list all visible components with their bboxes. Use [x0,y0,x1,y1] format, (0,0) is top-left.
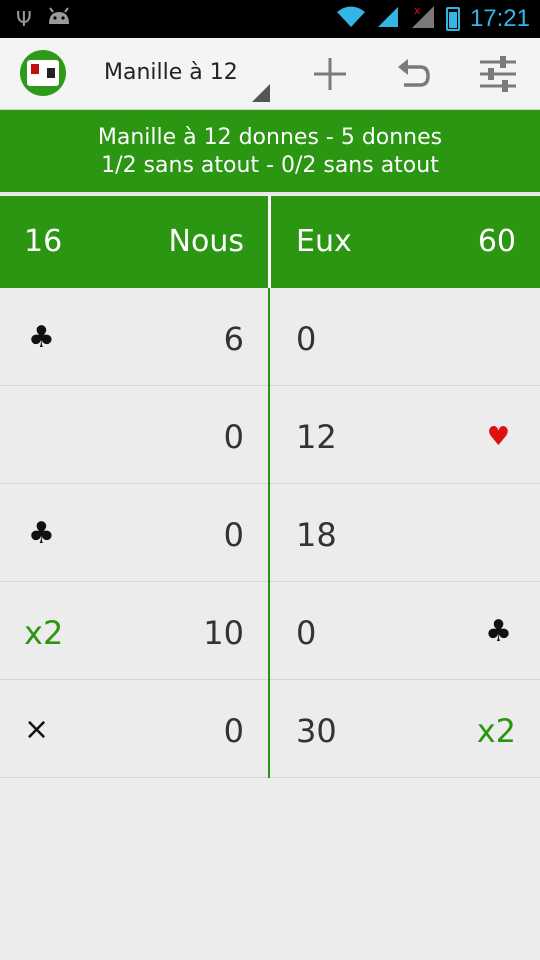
left-score: 0 [223,516,244,554]
score-list: ♣ 6 0 0 12 ♥ ♣ 0 18 x2 10 0 ♣ × 0 30 x2 [0,288,540,778]
score-row[interactable]: x2 10 0 ♣ [0,582,540,680]
svg-text:x: x [414,4,421,17]
left-team-total: 16 [24,224,63,259]
score-row[interactable]: ♣ 0 18 [0,484,540,582]
right-score: 12 [296,418,337,456]
game-spinner[interactable]: Manille à 12 [104,60,238,85]
signal-no-sim-icon: x [410,4,436,34]
right-score: 18 [296,516,337,554]
row-divider [268,680,270,778]
left-marker-cross-icon: × [24,712,50,747]
spinner-indicator-icon [252,84,270,102]
team-divider [268,196,271,288]
row-divider [268,484,270,582]
row-divider [268,386,270,484]
score-row[interactable]: 0 12 ♥ [0,386,540,484]
score-row[interactable]: × 0 30 x2 [0,680,540,778]
score-row[interactable]: ♣ 6 0 [0,288,540,386]
add-icon[interactable] [310,54,350,94]
row-divider [268,582,270,680]
game-info-banner: Manille à 12 donnes - 5 donnes 1/2 sans … [0,110,540,194]
battery-icon [445,7,460,31]
app-logo-icon[interactable] [20,50,66,96]
android-icon [46,6,72,32]
right-marker-heart-icon: ♥ [486,422,510,452]
action-bar: Manille à 12 [0,38,540,110]
right-team-total: 60 [477,224,516,259]
left-team-name[interactable]: Nous [168,224,244,259]
right-score: 0 [296,320,317,358]
game-info-line1: Manille à 12 donnes - 5 donnes [97,125,443,150]
left-score: 0 [223,712,244,750]
status-bar: Ψ x 17:21 [0,0,540,38]
team-score-header: 16 Nous Eux 60 [0,196,540,288]
left-score: 6 [223,320,244,358]
right-marker-x2: x2 [476,712,516,750]
row-divider [268,288,270,386]
right-score: 30 [296,712,337,750]
left-score: 10 [203,614,244,652]
clock: 17:21 [469,5,530,32]
undo-icon[interactable] [394,54,434,94]
game-info-line2: 1/2 sans atout - 0/2 sans atout [101,153,439,178]
usb-icon: Ψ [16,7,32,31]
left-marker-club-icon: ♣ [28,320,55,355]
left-marker-x2: x2 [24,614,64,652]
left-marker-club-icon: ♣ [28,516,55,551]
left-score: 0 [223,418,244,456]
signal-icon [376,5,400,33]
settings-sliders-icon[interactable] [478,54,518,94]
right-marker-club-icon: ♣ [485,614,512,649]
right-score: 0 [296,614,317,652]
wifi-icon [336,5,366,33]
right-team-name[interactable]: Eux [296,224,352,259]
